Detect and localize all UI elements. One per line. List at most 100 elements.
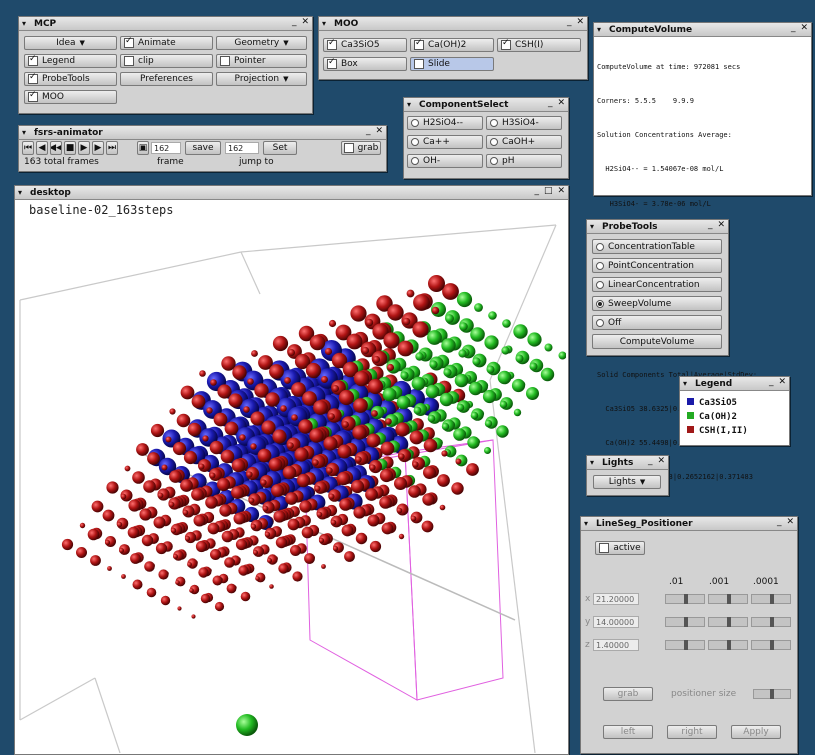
active-toggle[interactable]: active xyxy=(595,541,645,555)
left-button[interactable]: left xyxy=(603,725,653,739)
minimize-icon[interactable]: _ xyxy=(291,17,297,27)
component-ca[interactable]: Ca++ xyxy=(407,135,483,149)
component-ph[interactable]: pH xyxy=(486,154,562,168)
idea-button[interactable]: Idea ▼ xyxy=(24,36,117,50)
window-menu-icon[interactable]: ▾ xyxy=(590,458,595,467)
close-icon[interactable]: ✕ xyxy=(301,17,309,27)
set-button[interactable]: Set xyxy=(263,141,297,155)
z-slider-0001[interactable] xyxy=(751,640,791,650)
probe-linear-concentration[interactable]: LinearConcentration xyxy=(592,277,722,292)
x-slider-0001[interactable] xyxy=(751,594,791,604)
animate-toggle[interactable]: Animate xyxy=(120,36,213,50)
step-forward-icon[interactable]: ▶ xyxy=(92,141,104,155)
first-frame-icon[interactable]: ⏮ xyxy=(22,141,34,155)
moo-box-toggle[interactable]: Box xyxy=(323,57,407,71)
x-slider-01[interactable] xyxy=(665,594,705,604)
maximize-icon[interactable]: □ xyxy=(543,186,553,196)
minimize-icon[interactable]: _ xyxy=(768,377,774,387)
minimize-icon[interactable]: _ xyxy=(647,456,653,466)
fsrs-titlebar[interactable]: ▾ fsrs-animator _ ✕ xyxy=(19,126,386,140)
minimize-icon[interactable]: _ xyxy=(365,126,371,136)
slider-thumb[interactable] xyxy=(727,594,731,604)
slider-thumb[interactable] xyxy=(770,594,774,604)
rewind-icon[interactable]: ◀◀ xyxy=(50,141,62,155)
z-slider-01[interactable] xyxy=(665,640,705,650)
scene-canvas[interactable] xyxy=(15,200,566,753)
slider-thumb[interactable] xyxy=(727,640,731,650)
minimize-icon[interactable]: _ xyxy=(566,17,572,27)
close-icon[interactable]: ✕ xyxy=(800,23,808,33)
close-icon[interactable]: ✕ xyxy=(557,98,565,108)
legend-titlebar[interactable]: ▾ Legend _ ✕ xyxy=(680,377,789,391)
moo-toggle[interactable]: MOO xyxy=(24,90,117,104)
moo-slide-toggle[interactable]: Slide xyxy=(410,57,494,71)
frame-input[interactable]: 162 xyxy=(151,142,181,154)
minimize-icon[interactable]: _ xyxy=(707,220,713,230)
compute-volume-titlebar[interactable]: ▾ ComputeVolume _ ✕ xyxy=(594,23,811,37)
pointer-toggle[interactable]: Pointer xyxy=(216,54,307,68)
geometry-button[interactable]: Geometry ▼ xyxy=(216,36,307,50)
lineseg-titlebar[interactable]: ▾ LineSeg_Positioner _ ✕ xyxy=(581,517,797,531)
probetools-titlebar[interactable]: ▾ ProbeTools _ ✕ xyxy=(587,220,728,234)
component-caoh[interactable]: CaOH+ xyxy=(486,135,562,149)
window-menu-icon[interactable]: ▾ xyxy=(18,188,23,197)
probe-concentration-table[interactable]: ConcentrationTable xyxy=(592,239,722,254)
close-icon[interactable]: ✕ xyxy=(557,186,565,196)
positioner-size-slider[interactable] xyxy=(753,689,791,699)
window-menu-icon[interactable]: ▾ xyxy=(590,222,595,231)
y-slider-01[interactable] xyxy=(665,617,705,627)
clip-toggle[interactable]: clip xyxy=(120,54,213,68)
moo-titlebar[interactable]: ▾ MOO _ ✕ xyxy=(319,17,587,31)
last-frame-icon[interactable]: ⏭ xyxy=(106,141,118,155)
y-position-input[interactable]: 14.00000 xyxy=(593,616,639,628)
slider-thumb[interactable] xyxy=(770,617,774,627)
probe-point-concentration[interactable]: PointConcentration xyxy=(592,258,722,273)
close-icon[interactable]: ✕ xyxy=(375,126,383,136)
z-slider-001[interactable] xyxy=(708,640,748,650)
grab-positioner-button[interactable]: grab xyxy=(603,687,653,701)
window-menu-icon[interactable]: ▾ xyxy=(322,19,327,28)
probe-sweep-volume[interactable]: SweepVolume xyxy=(592,296,722,311)
moo-ca3sio5-toggle[interactable]: Ca3SiO5 xyxy=(323,38,407,52)
window-menu-icon[interactable]: ▾ xyxy=(584,519,589,528)
moo-csh-toggle[interactable]: CSH(I) xyxy=(497,38,581,52)
grab-button[interactable]: grab xyxy=(341,141,381,155)
slider-thumb[interactable] xyxy=(770,689,774,699)
component-select-titlebar[interactable]: ▾ ComponentSelect _ ✕ xyxy=(404,98,568,112)
close-icon[interactable]: ✕ xyxy=(786,517,794,527)
moo-caoh2-toggle[interactable]: Ca(OH)2 xyxy=(410,38,494,52)
lights-button[interactable]: Lights ▼ xyxy=(593,475,661,489)
jump-frame-input[interactable]: 162 xyxy=(225,142,259,154)
minimize-icon[interactable]: _ xyxy=(790,23,796,33)
preferences-button[interactable]: Preferences xyxy=(120,72,213,86)
compute-volume-button[interactable]: ComputeVolume xyxy=(592,334,722,349)
lights-titlebar[interactable]: ▾ Lights _ ✕ xyxy=(587,456,668,470)
y-slider-0001[interactable] xyxy=(751,617,791,627)
window-menu-icon[interactable]: ▾ xyxy=(407,100,412,109)
loop-button[interactable]: ▣ xyxy=(137,141,149,155)
window-menu-icon[interactable]: ▾ xyxy=(597,25,602,34)
desktop-titlebar[interactable]: ▾ desktop _ □ ✕ xyxy=(15,186,568,200)
right-button[interactable]: right xyxy=(667,725,717,739)
window-menu-icon[interactable]: ▾ xyxy=(22,128,27,137)
play-icon[interactable]: ▶ xyxy=(78,141,90,155)
close-icon[interactable]: ✕ xyxy=(657,456,665,466)
slider-thumb[interactable] xyxy=(727,617,731,627)
slider-thumb[interactable] xyxy=(684,640,688,650)
slider-thumb[interactable] xyxy=(684,617,688,627)
close-icon[interactable]: ✕ xyxy=(778,377,786,387)
save-button[interactable]: save xyxy=(185,141,221,155)
mcp-titlebar[interactable]: ▾ MCP _ ✕ xyxy=(19,17,312,31)
step-back-icon[interactable]: ◀ xyxy=(36,141,48,155)
slider-thumb[interactable] xyxy=(684,594,688,604)
minimize-icon[interactable]: _ xyxy=(776,517,782,527)
component-h3sio4[interactable]: H3SiO4- xyxy=(486,116,562,130)
component-h2sio4[interactable]: H2SiO4-- xyxy=(407,116,483,130)
minimize-icon[interactable]: _ xyxy=(534,186,539,196)
z-position-input[interactable]: 1.40000 xyxy=(593,639,639,651)
stop-icon[interactable]: ■ xyxy=(64,141,76,155)
projection-button[interactable]: Projection ▼ xyxy=(216,72,307,86)
slider-thumb[interactable] xyxy=(770,640,774,650)
probe-off[interactable]: Off xyxy=(592,315,722,330)
x-slider-001[interactable] xyxy=(708,594,748,604)
